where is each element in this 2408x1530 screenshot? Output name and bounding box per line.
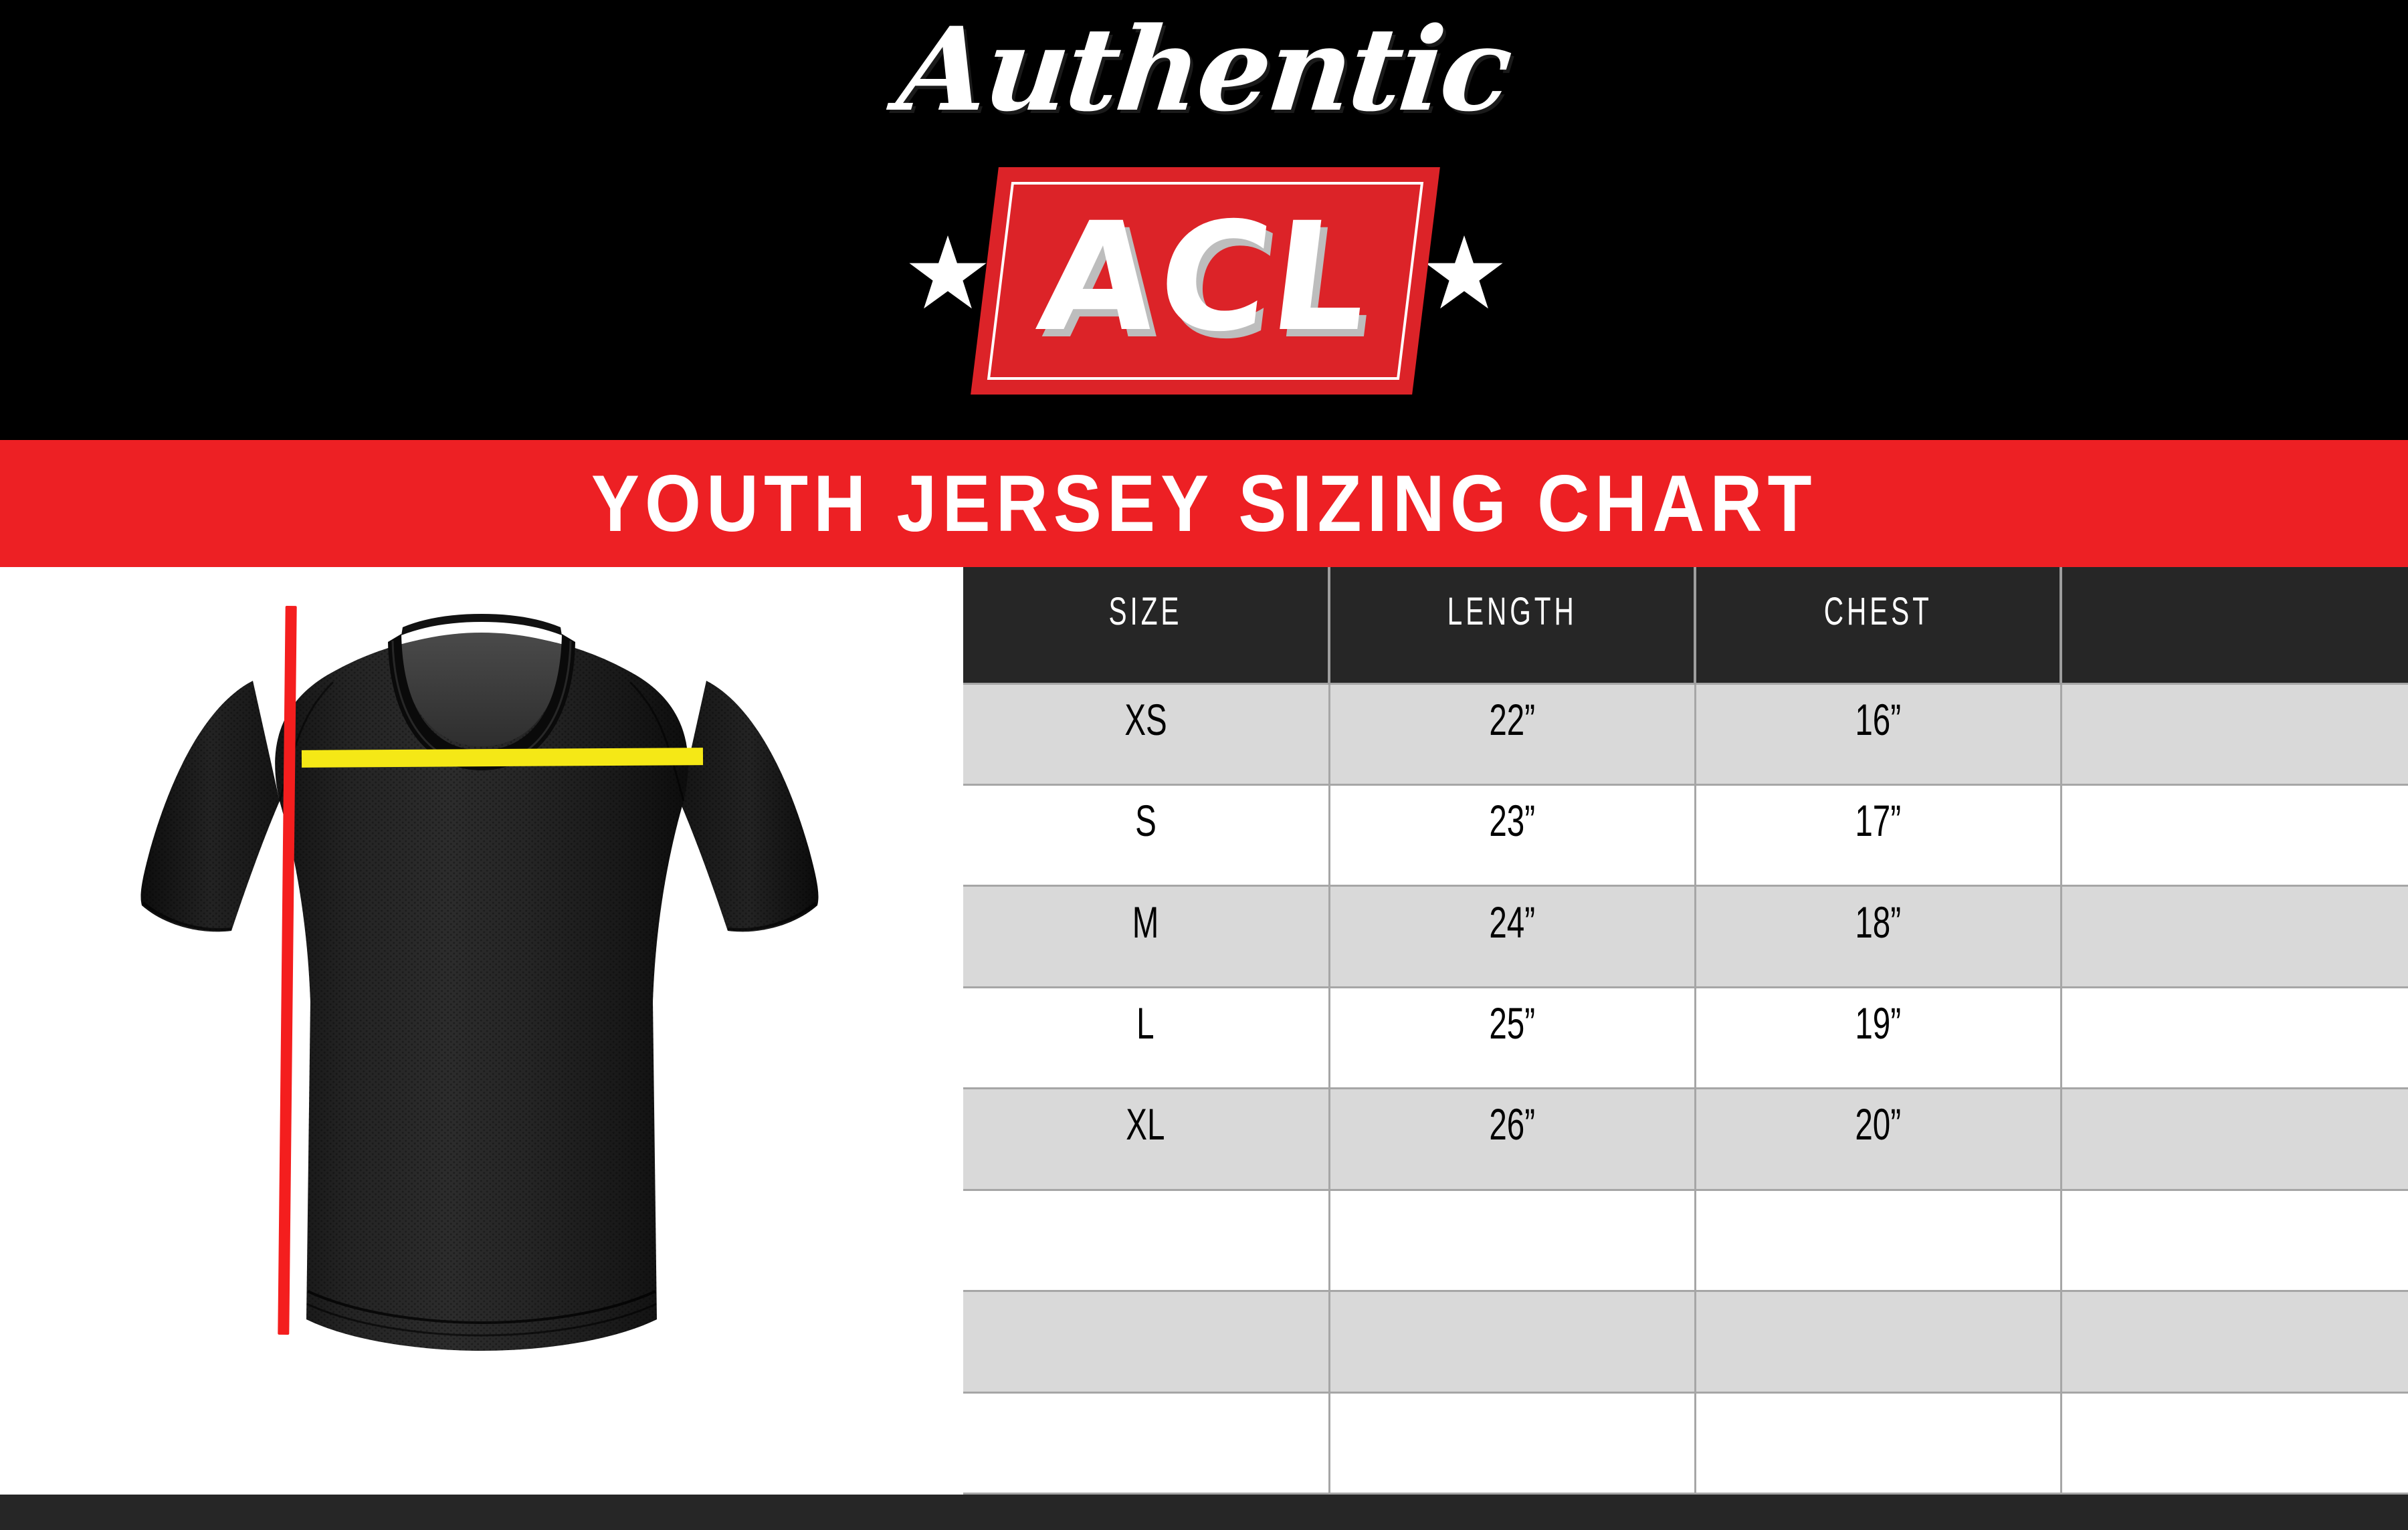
brand-script-name: Authentic bbox=[892, 1, 1516, 137]
star-icon bbox=[909, 235, 987, 309]
cell-length: 25” bbox=[1329, 986, 1696, 1090]
cell-chest bbox=[1695, 1188, 2062, 1293]
table-row: S 23” 17” bbox=[963, 783, 2408, 887]
cell-extra bbox=[2061, 1188, 2408, 1293]
table-row bbox=[963, 1391, 2408, 1495]
cell-extra bbox=[2061, 1391, 2408, 1495]
table-row bbox=[963, 1188, 2408, 1293]
column-header-chest: CHEST bbox=[1695, 567, 2062, 683]
cell-size bbox=[963, 1188, 1330, 1293]
jersey-shirt-image bbox=[140, 614, 819, 1351]
star-icon bbox=[1425, 235, 1503, 309]
footer-bar bbox=[0, 1495, 2408, 1530]
cell-chest: 19” bbox=[1695, 986, 2062, 1090]
chest-measurement-line bbox=[301, 748, 704, 768]
cell-extra bbox=[2061, 885, 2408, 988]
cell-extra bbox=[2061, 783, 2408, 887]
garment-illustration-panel bbox=[0, 567, 963, 1495]
table-row: XL 26” 20” bbox=[963, 1087, 2408, 1191]
cell-chest: 17” bbox=[1695, 783, 2062, 887]
brand-header: Authentic ACL bbox=[0, 0, 2408, 440]
table-header-row: SIZE LENGTH CHEST bbox=[963, 567, 2408, 683]
brand-monogram-plate: ACL bbox=[971, 167, 1440, 395]
content-area: SIZE LENGTH CHEST XS 22” 16” S 23” 17” bbox=[0, 567, 2408, 1495]
cell-extra bbox=[2061, 1290, 2408, 1394]
cell-length bbox=[1329, 1188, 1696, 1293]
cell-length bbox=[1329, 1391, 1696, 1495]
page-title: YOUTH JERSEY SIZING CHART bbox=[591, 459, 1817, 548]
cell-extra bbox=[2061, 682, 2408, 786]
cell-chest: 18” bbox=[1695, 885, 2062, 988]
cell-size: M bbox=[963, 885, 1330, 988]
cell-length bbox=[1329, 1290, 1696, 1394]
size-chart-container: SIZE LENGTH CHEST XS 22” 16” S 23” 17” bbox=[963, 567, 2408, 1495]
cell-length: 24” bbox=[1329, 885, 1696, 988]
table-row bbox=[963, 1290, 2408, 1394]
cell-size bbox=[963, 1290, 1330, 1394]
column-header-size: SIZE bbox=[963, 567, 1330, 683]
cell-extra bbox=[2061, 1087, 2408, 1191]
cell-length: 22” bbox=[1329, 682, 1696, 786]
page-title-banner: YOUTH JERSEY SIZING CHART bbox=[0, 440, 2408, 567]
size-chart-table: SIZE LENGTH CHEST XS 22” 16” S 23” 17” bbox=[963, 567, 2408, 1495]
cell-chest: 16” bbox=[1695, 682, 2062, 786]
table-row: XS 22” 16” bbox=[963, 682, 2408, 786]
column-header-extra bbox=[2061, 567, 2408, 683]
cell-size: XS bbox=[963, 682, 1330, 786]
cell-size bbox=[963, 1391, 1330, 1495]
cell-chest bbox=[1695, 1391, 2062, 1495]
table-row: L 25” 19” bbox=[963, 986, 2408, 1090]
cell-chest bbox=[1695, 1290, 2062, 1394]
cell-size: L bbox=[963, 986, 1330, 1090]
cell-size: XL bbox=[963, 1087, 1330, 1191]
cell-size: S bbox=[963, 783, 1330, 887]
table-row: M 24” 18” bbox=[963, 885, 2408, 988]
brand-logo: Authentic ACL bbox=[769, 0, 1639, 440]
cell-length: 23” bbox=[1329, 783, 1696, 887]
cell-extra bbox=[2061, 986, 2408, 1090]
cell-length: 26” bbox=[1329, 1087, 1696, 1191]
cell-chest: 20” bbox=[1695, 1087, 2062, 1191]
column-header-length: LENGTH bbox=[1329, 567, 1696, 683]
brand-monogram-text: ACL bbox=[1030, 190, 1381, 364]
